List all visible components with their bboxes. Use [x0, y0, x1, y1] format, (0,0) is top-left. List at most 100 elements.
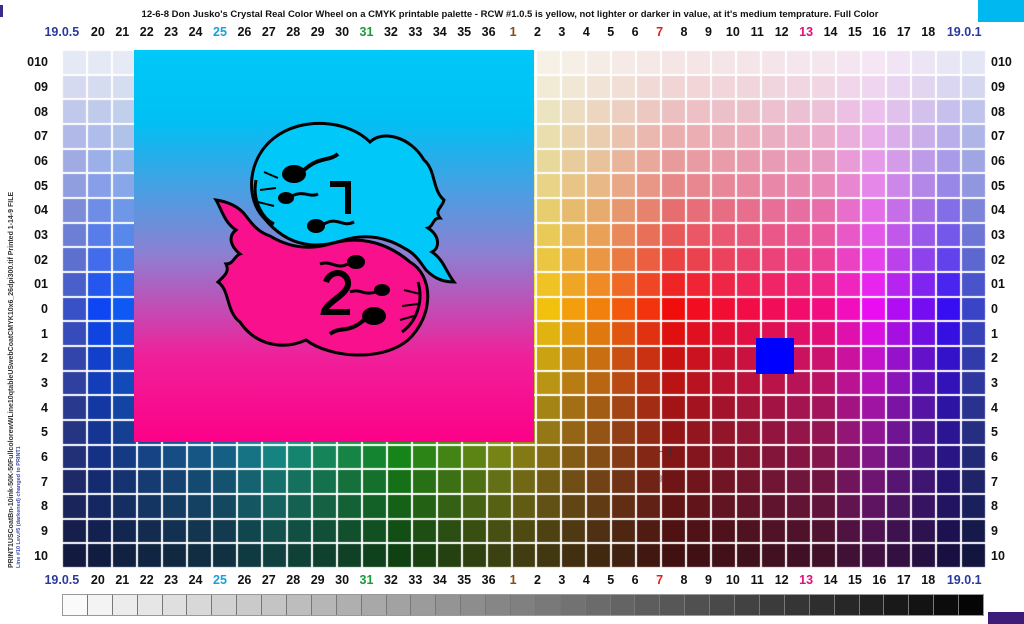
gray-step	[212, 595, 238, 615]
row-label: 9	[991, 524, 998, 539]
gray-step	[436, 595, 462, 615]
row-label: 010	[27, 55, 48, 70]
row-label: 9	[41, 524, 48, 539]
column-label: 6	[631, 25, 639, 39]
pencil-mark: ‒ ‖	[658, 446, 673, 457]
column-label: 3	[558, 25, 566, 39]
gray-step	[610, 595, 636, 615]
column-label: 29	[310, 573, 325, 587]
page-title: 12-6-8 Don Jusko's Crystal Real Color Wh…	[141, 9, 879, 20]
row-label: 07	[34, 129, 48, 144]
gray-step	[685, 595, 711, 615]
yin-yang-figures	[213, 121, 458, 357]
column-label: 24	[188, 25, 203, 39]
column-label: 24	[188, 573, 203, 587]
column-label: 15	[847, 573, 862, 587]
gray-step	[809, 595, 835, 615]
column-label: 1	[509, 573, 517, 587]
row-label: 08	[991, 104, 1005, 119]
gray-step	[884, 595, 910, 615]
row-label: 04	[34, 203, 48, 218]
row-label: 0	[991, 302, 998, 317]
gray-step	[287, 595, 312, 615]
column-label: 13	[799, 573, 814, 587]
row-label: 6	[991, 450, 998, 465]
column-label: 11	[750, 25, 764, 39]
row-label: 4	[991, 400, 998, 415]
column-label: 35	[457, 573, 472, 587]
row-label: 10	[34, 548, 48, 563]
column-label: 36	[481, 573, 496, 587]
row-label: 05	[991, 178, 1005, 193]
column-label: 32	[383, 25, 398, 39]
column-label: 34	[432, 25, 447, 39]
column-label: 1	[509, 25, 517, 39]
gray-step	[735, 595, 760, 615]
column-label: 28	[286, 573, 301, 587]
gray-step	[710, 595, 736, 615]
row-label: 5	[991, 425, 998, 440]
column-label: 23	[164, 573, 179, 587]
row-label: 02	[34, 252, 48, 267]
row-label: 2	[41, 351, 48, 366]
gray-step	[759, 595, 785, 615]
column-label: 13	[799, 25, 814, 39]
column-label: 26	[237, 573, 252, 587]
gray-step	[63, 595, 88, 615]
row-label: 1	[41, 326, 48, 341]
gray-step	[859, 595, 885, 615]
row-label: 03	[34, 228, 48, 243]
column-label: 16	[872, 573, 887, 587]
column-label: 31	[359, 573, 374, 587]
gray-step	[162, 595, 188, 615]
column-label: 5	[607, 573, 615, 587]
column-label: 19.0.5	[44, 25, 80, 39]
gray-step	[137, 595, 163, 615]
column-label: 23	[164, 25, 179, 39]
row-label: 5	[41, 425, 48, 440]
column-label: 28	[286, 25, 301, 39]
row-label: 8	[41, 499, 48, 514]
gray-step	[311, 595, 337, 615]
row-label: 0	[41, 302, 48, 317]
row-label: 1	[991, 326, 998, 341]
column-label: 31	[359, 25, 374, 39]
blue-marker-square	[756, 338, 794, 374]
upper-flame-figure	[250, 121, 458, 284]
column-label: 9	[704, 25, 712, 39]
column-label: 7	[656, 25, 664, 39]
row-label: 3	[991, 376, 998, 391]
column-label: 20	[90, 25, 105, 39]
gray-step	[411, 595, 437, 615]
row-label: 01	[991, 277, 1005, 292]
gray-step	[560, 595, 586, 615]
column-label: 22	[139, 25, 154, 39]
gray-step	[187, 595, 213, 615]
column-label: 18	[921, 25, 936, 39]
column-label: 7	[656, 573, 664, 587]
column-label: 29	[310, 25, 325, 39]
column-label: 19.0.1	[946, 25, 982, 39]
column-label: 22	[139, 573, 154, 587]
column-label: 27	[261, 25, 276, 39]
lower-flame-figure	[213, 198, 430, 357]
file-info-subline: Line #10 Lev.#5 (darkened) changed to PR…	[16, 446, 22, 568]
column-label: 19.0.5	[44, 573, 80, 587]
column-label: 25	[213, 573, 227, 587]
gray-step	[336, 595, 362, 615]
gray-step	[87, 595, 113, 615]
column-label: 35	[457, 25, 472, 39]
file-info-line: PRINT1USCoatBn-10ink-50K-50FullcolorewWL…	[8, 191, 15, 568]
gray-step	[486, 595, 512, 615]
column-header-bottom: 19.0.5 20 21 22 23 24 25 26 27 28 29 30 31 32 33 34 35 36…	[38, 572, 988, 588]
column-label: 19.0.1	[946, 573, 982, 587]
row-label: 010	[991, 55, 1012, 70]
column-label: 15	[847, 25, 862, 39]
column-label: 2	[533, 25, 541, 39]
pencil-scribble: ⧘	[660, 474, 663, 485]
row-label: 06	[34, 154, 48, 169]
row-label: 03	[991, 228, 1005, 243]
column-label: 11	[750, 573, 764, 587]
column-label: 25	[213, 25, 227, 39]
column-label: 27	[261, 573, 276, 587]
